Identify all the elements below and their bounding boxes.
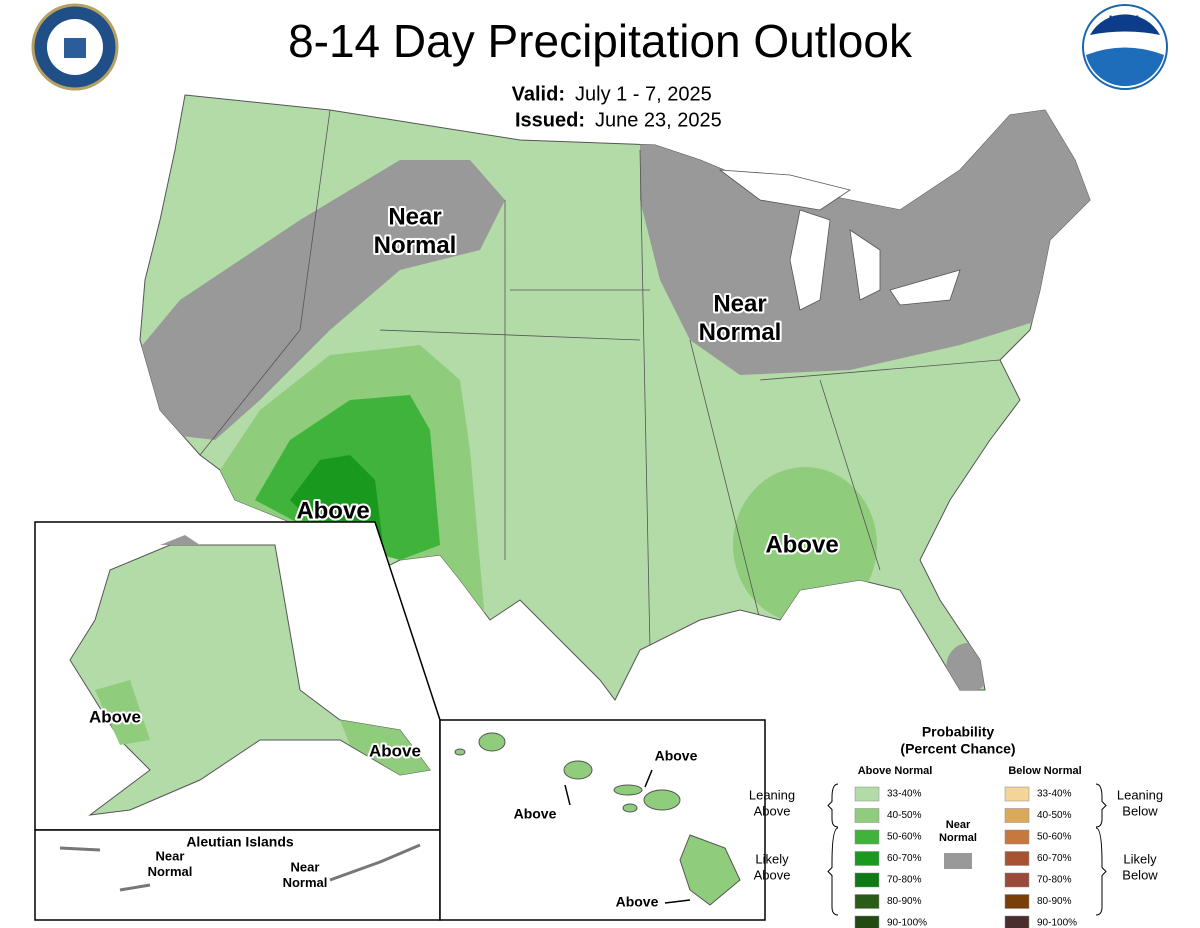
legend-label: 50-60%	[1037, 832, 1072, 843]
near-normal-west	[140, 160, 505, 440]
legend-label: 90-100%	[887, 918, 927, 928]
region-label: Above	[655, 748, 698, 764]
legend-label: 80-90%	[887, 896, 922, 907]
noaa-logo: NOAA	[1082, 4, 1168, 90]
logo-text: NOAA	[1109, 14, 1141, 26]
state-lines	[199, 109, 1001, 651]
group-label: Below	[1122, 803, 1158, 818]
legend-swatch	[1004, 851, 1030, 866]
alaska	[69, 544, 431, 816]
title: 8-14 Day Precipitation Outlook	[288, 15, 913, 67]
issued-label: Issued:	[515, 109, 585, 131]
aleutian-frame	[34, 829, 441, 921]
group-label: Leaning	[749, 787, 795, 802]
bracket	[1095, 827, 1107, 916]
legend-label: 70-80%	[887, 875, 922, 886]
region-label: Above	[369, 741, 421, 760]
legend-swatch	[1004, 786, 1030, 802]
legend-label: 33-40%	[887, 789, 922, 800]
legend-swatch	[854, 915, 880, 928]
group-label: Above	[754, 867, 791, 882]
bracket	[827, 783, 839, 828]
legend-swatch	[1004, 872, 1030, 888]
legend-swatch	[854, 894, 880, 909]
bracket	[827, 827, 839, 916]
aleutian-islands	[59, 843, 421, 892]
legend-label: 80-90%	[1037, 896, 1072, 907]
group-label: Likely	[755, 851, 789, 866]
legend-title: Probability	[922, 724, 995, 740]
region-label: Above	[765, 531, 838, 558]
legend-swatch	[854, 808, 880, 823]
region-label: Normal	[699, 319, 782, 346]
legend-swatch	[854, 786, 880, 802]
group-label: Above	[754, 803, 791, 818]
region-label: Above	[616, 894, 659, 910]
legend-label: 90-100%	[1037, 918, 1077, 928]
bracket	[1095, 783, 1107, 828]
legend-label: 60-70%	[1037, 853, 1072, 864]
region-label: Near	[388, 203, 441, 230]
valid: July 1 - 7, 2025	[575, 83, 712, 105]
region-labels: NearNormalNearNormalAboveAboveAboveAbove…	[87, 201, 841, 911]
valid-label: Valid:	[512, 83, 565, 105]
near-normal-florida	[946, 643, 990, 693]
region-label: Normal	[148, 864, 193, 879]
region-label: Above	[514, 806, 557, 822]
inset-title: Aleutian Islands	[186, 834, 294, 850]
seal	[31, 3, 119, 91]
region-label: Near	[156, 848, 185, 863]
legend-swatch	[1004, 894, 1030, 909]
alaska-near	[160, 535, 200, 545]
legend-swatch	[854, 829, 880, 845]
legend-heading: Below Normal	[1008, 765, 1081, 777]
legend-swatch	[1004, 808, 1030, 823]
near-swatch	[944, 853, 972, 869]
legend: Probability(Percent Chance) Above Normal B…	[749, 724, 1163, 928]
legend-swatch	[1004, 829, 1030, 845]
issued: June 23, 2025	[595, 109, 722, 131]
region-label: Normal	[374, 232, 457, 259]
legend-swatch	[854, 872, 880, 888]
region-label: Above	[296, 497, 369, 524]
region-label: Above	[89, 707, 141, 726]
near-label: Near	[946, 819, 971, 831]
legend-title: (Percent Chance)	[900, 741, 1015, 757]
alaska-inset	[34, 521, 766, 921]
region-label: Normal	[283, 875, 328, 890]
legend-heading: Above Normal	[858, 765, 933, 777]
near-label: Normal	[939, 832, 977, 844]
alaska-above	[95, 680, 430, 775]
legend-label: 33-40%	[1037, 789, 1072, 800]
callouts	[564, 769, 691, 904]
legend-label: 40-50%	[887, 810, 922, 821]
region-label: Near	[713, 290, 766, 317]
group-label: Leaning	[1117, 787, 1163, 802]
legend-swatch	[1004, 915, 1030, 928]
legend-label: 60-70%	[887, 853, 922, 864]
hawaii-islands	[454, 732, 741, 906]
great-lakes	[718, 169, 961, 311]
legend-swatch	[854, 851, 880, 866]
group-label: Below	[1122, 867, 1158, 882]
legend-label: 40-50%	[1037, 810, 1072, 821]
legend-label: 50-60%	[887, 832, 922, 843]
region-label: Near	[291, 859, 320, 874]
legend-label: 70-80%	[1037, 875, 1072, 886]
group-label: Likely	[1123, 851, 1157, 866]
